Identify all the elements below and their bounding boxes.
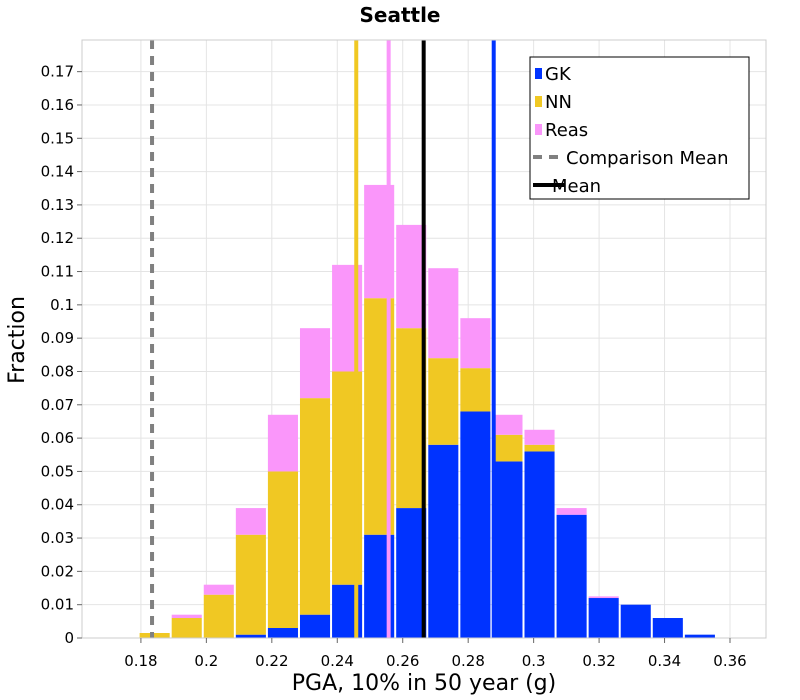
y-tick-label-16: 0.16 xyxy=(41,96,74,114)
bar-reas-9 xyxy=(428,268,459,359)
bar-reas-8 xyxy=(396,224,427,329)
legend-gk-swatch xyxy=(535,68,542,79)
y-tick-label-17: 0.17 xyxy=(41,63,74,81)
y-tick-label-14: 0.14 xyxy=(41,163,74,181)
y-tick-label-12: 0.12 xyxy=(41,229,74,247)
y-tick-label-4: 0.04 xyxy=(41,496,74,514)
bar-reas-4 xyxy=(267,414,298,472)
y-tick-label-6: 0.06 xyxy=(41,429,74,447)
mean-lines xyxy=(150,40,496,638)
x-tick-label-0: 0.18 xyxy=(124,652,157,670)
x-tick-label-9: 0.36 xyxy=(713,652,746,670)
bar-gk-16 xyxy=(652,618,683,638)
bar-reas-13 xyxy=(556,508,587,515)
y-tick-label-1: 0.01 xyxy=(41,596,74,614)
y-tick-label-2: 0.02 xyxy=(41,562,74,580)
plot-frame xyxy=(81,39,767,639)
bar-reas-1 xyxy=(171,614,202,619)
bar-nn-11 xyxy=(492,434,523,462)
bar-nn-8 xyxy=(396,328,427,509)
bar-gk-14 xyxy=(588,598,619,638)
x-tick-label-4: 0.26 xyxy=(386,652,419,670)
x-tick-label-2: 0.22 xyxy=(255,652,288,670)
legend-comparison-mean-label: Comparison Mean xyxy=(566,148,729,169)
y-tick-label-13: 0.13 xyxy=(41,196,74,214)
legend-nn-label: NN xyxy=(545,92,572,113)
bar-reas-3 xyxy=(235,508,266,535)
y-tick-label-7: 0.07 xyxy=(41,396,74,414)
bar-nn-1 xyxy=(171,618,202,638)
y-tick-label-11: 0.11 xyxy=(41,263,74,281)
bar-reas-12 xyxy=(524,429,555,445)
y-tick-label-10: 0.1 xyxy=(50,296,74,314)
x-tick-label-7: 0.32 xyxy=(582,652,615,670)
y-tick-label-15: 0.15 xyxy=(41,129,74,147)
chart-title: Seattle xyxy=(359,3,440,27)
bar-nn-2 xyxy=(203,594,234,638)
bar-nn-4 xyxy=(267,471,298,629)
bar-reas-11 xyxy=(492,414,523,435)
bar-gk-10 xyxy=(460,411,491,638)
bar-gk-13 xyxy=(556,514,587,638)
legend-nn-swatch xyxy=(535,96,542,107)
bar-nn-5 xyxy=(299,398,331,615)
bars xyxy=(139,184,715,638)
x-axis: 0.18 0.2 0.22 0.24 0.26 0.28 0.3 0.32 0.34 0.36 xyxy=(124,638,747,670)
legend-mean-label: Mean xyxy=(552,176,601,197)
y-tick-label-9: 0.09 xyxy=(41,329,74,347)
bar-nn-3 xyxy=(235,534,266,635)
bar-nn-12 xyxy=(524,444,555,452)
x-tick-label-8: 0.34 xyxy=(648,652,681,670)
legend-reas-swatch xyxy=(535,124,542,135)
bar-reas-10 xyxy=(460,318,491,369)
bar-nn-10 xyxy=(460,368,491,412)
bar-gk-11 xyxy=(492,461,523,638)
y-tick-label-5: 0.05 xyxy=(41,462,74,480)
x-tick-label-5: 0.28 xyxy=(451,652,484,670)
legend-gk-label: GK xyxy=(545,64,572,85)
y-axis: 0 0.01 0.02 0.03 0.04 0.05 0.06 0.07 0.08 0.09 0.1… xyxy=(41,63,82,647)
bar-gk-15 xyxy=(620,604,651,638)
bar-gk-4 xyxy=(267,628,298,638)
bar-gk-17 xyxy=(684,634,715,638)
x-axis-title: PGA, 10% in 50 year (g) xyxy=(292,671,556,696)
bar-reas-5 xyxy=(299,328,331,399)
bar-gk-5 xyxy=(299,614,331,638)
y-tick-label-3: 0.03 xyxy=(41,529,74,547)
legend-box xyxy=(529,56,750,200)
y-tick-label-8: 0.08 xyxy=(41,362,74,380)
x-tick-label-1: 0.2 xyxy=(194,652,218,670)
x-tick-label-3: 0.24 xyxy=(321,652,354,670)
y-tick-label-0: 0 xyxy=(64,629,74,647)
bar-gk-9 xyxy=(428,444,459,638)
legend-reas-label: Reas xyxy=(545,120,588,141)
bar-gk-3 xyxy=(235,634,266,638)
legend: GK NN Reas Comparison Mean Mean xyxy=(529,56,750,200)
x-tick-label-6: 0.3 xyxy=(522,652,546,670)
y-axis-title: Fraction xyxy=(5,296,30,384)
bar-nn-9 xyxy=(428,358,459,445)
bar-nn-0 xyxy=(139,633,170,638)
bar-reas-2 xyxy=(203,584,234,595)
bar-gk-12 xyxy=(524,451,555,638)
bar-reas-14 xyxy=(588,596,619,599)
bar-gk-8 xyxy=(396,508,427,638)
